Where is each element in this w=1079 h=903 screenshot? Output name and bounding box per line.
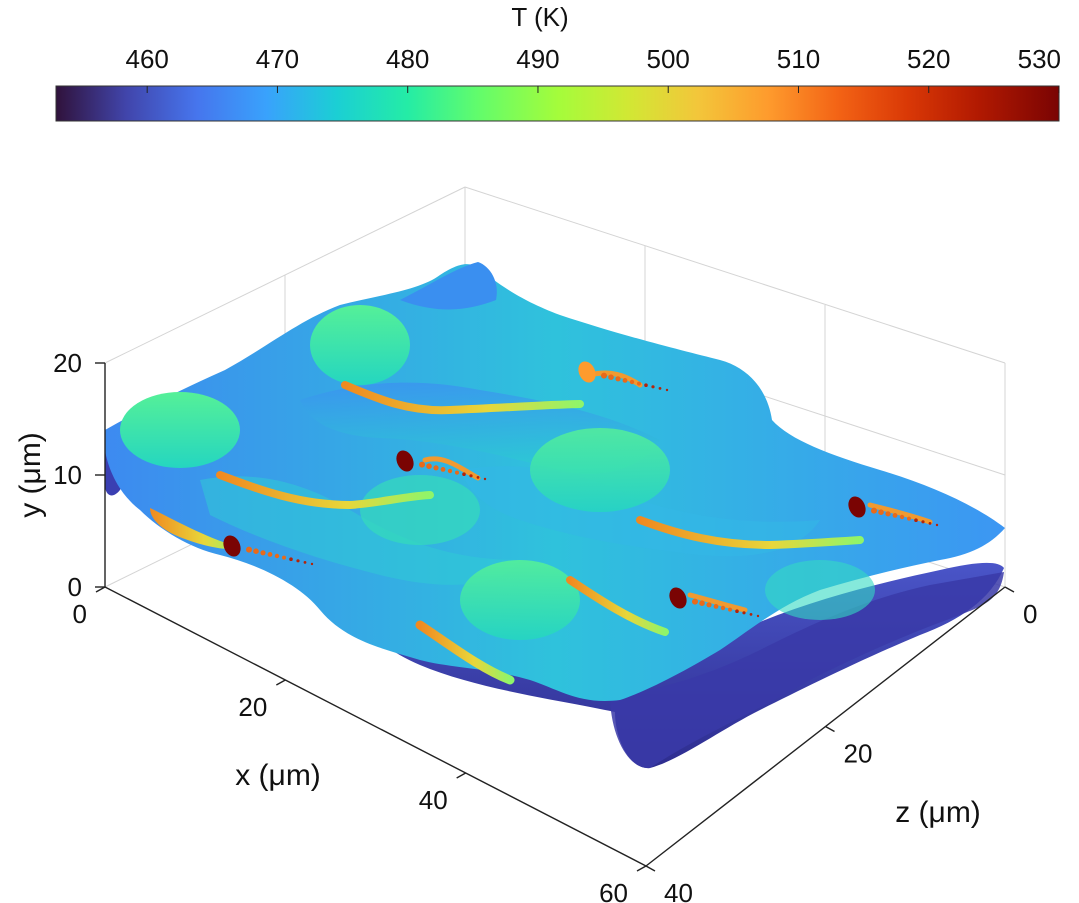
droplet: [601, 372, 607, 379]
x-axis-line: [104, 586, 647, 867]
colorbar-tick-label: 530: [1018, 44, 1061, 74]
droplet: [426, 463, 432, 470]
x-tick: [95, 586, 106, 593]
droplet: [440, 467, 446, 472]
y-tick-label: 20: [53, 348, 82, 378]
y-axis-label: y (μm): [14, 432, 47, 518]
colorbar-tick-label: 490: [516, 44, 559, 74]
colorbar-tick-label: 510: [777, 44, 820, 74]
droplet: [310, 562, 314, 566]
droplet: [921, 520, 925, 524]
droplet: [296, 559, 300, 563]
z-tick-label: 20: [844, 739, 873, 769]
x-tick-label: 0: [73, 599, 87, 629]
droplet: [483, 477, 487, 481]
colorbar: 460 470 480 490 500 510 520 530 T (K): [55, 2, 1061, 122]
colorbar-tick-label: 480: [386, 44, 429, 74]
droplet: [720, 605, 726, 611]
droplet: [462, 472, 466, 477]
colorbar-label: T (K): [511, 2, 568, 32]
droplet: [713, 604, 719, 609]
droplet: [735, 609, 739, 613]
droplet: [928, 522, 932, 525]
droplet: [267, 552, 273, 557]
droplet: [644, 383, 648, 388]
droplet: [749, 613, 753, 616]
x-tick: [456, 772, 467, 779]
droplet: [615, 376, 621, 382]
droplet: [637, 381, 641, 386]
z-tick: [645, 865, 656, 872]
droplet: [692, 598, 698, 605]
droplet: [433, 465, 439, 471]
droplet: [469, 474, 473, 478]
droplet: [246, 546, 252, 553]
x-tick-label: 20: [238, 692, 267, 722]
droplet: [455, 470, 459, 475]
droplet: [665, 388, 669, 392]
x-axis-label: x (μm): [235, 759, 321, 792]
z-tick: [825, 725, 835, 733]
colorbar-tick-label: 460: [125, 44, 168, 74]
droplet: [935, 523, 939, 527]
x-tick: [275, 679, 286, 686]
droplet: [742, 611, 746, 615]
droplet: [658, 387, 662, 390]
colorbar-tick-label: 470: [256, 44, 299, 74]
hot-tip: [396, 450, 414, 472]
hot-tip: [669, 587, 687, 609]
droplet: [728, 607, 732, 612]
droplet: [253, 548, 259, 554]
droplet: [629, 379, 635, 385]
y-tick-label: 0: [68, 572, 82, 602]
axis-tick-labels: 0 10 20 0 20 40 60 0 20 40: [53, 348, 1037, 903]
droplet: [756, 614, 760, 618]
hot-tip: [848, 496, 866, 518]
droplet: [622, 378, 628, 383]
droplet: [419, 461, 425, 468]
droplet: [892, 513, 898, 518]
hot-tip: [578, 361, 596, 383]
droplet: [282, 555, 286, 560]
droplet: [914, 518, 918, 522]
y-tick-label: 10: [53, 460, 82, 490]
droplet: [699, 600, 705, 606]
z-axis-line: [645, 586, 1006, 867]
z-axis-label: z (μm): [895, 796, 981, 829]
droplet: [289, 557, 293, 561]
droplet: [651, 385, 655, 389]
z-tick-label: 40: [664, 878, 693, 903]
axis-ticks: [95, 362, 1015, 872]
z-tick-label: 0: [1023, 599, 1037, 629]
droplet: [476, 476, 480, 479]
droplet: [274, 553, 280, 559]
droplet: [885, 511, 891, 517]
droplet: [303, 561, 307, 564]
hot-tips: [223, 361, 939, 618]
droplet: [907, 516, 911, 521]
colorbar-gradient: [55, 85, 1060, 122]
colorbar-tick-label: 520: [907, 44, 950, 74]
x-tick-label: 40: [419, 785, 448, 815]
x-tick: [636, 865, 647, 872]
droplet: [260, 550, 266, 556]
main-interface-surface: [105, 262, 1005, 701]
droplet: [871, 507, 877, 514]
droplet: [447, 468, 453, 474]
x-tick-label: 60: [599, 878, 628, 903]
hot-tip: [223, 535, 241, 557]
droplet: [706, 602, 712, 608]
colorbar-tick-label: 500: [647, 44, 690, 74]
droplet: [878, 509, 884, 515]
droplet: [899, 514, 905, 520]
z-tick: [1004, 586, 1015, 593]
droplet: [608, 374, 614, 381]
